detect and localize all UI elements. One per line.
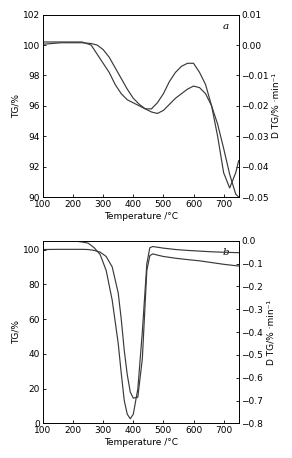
Text: a: a: [223, 22, 229, 31]
Y-axis label: D TG/% ·min⁻¹: D TG/% ·min⁻¹: [272, 73, 281, 138]
Y-axis label: D TG/% ·min⁻¹: D TG/% ·min⁻¹: [266, 300, 275, 365]
Y-axis label: TG/%: TG/%: [11, 94, 20, 118]
Text: b: b: [223, 248, 230, 257]
Y-axis label: TG/%: TG/%: [11, 320, 20, 344]
X-axis label: Temperature /°C: Temperature /°C: [104, 212, 178, 221]
X-axis label: Temperature /°C: Temperature /°C: [104, 438, 178, 447]
